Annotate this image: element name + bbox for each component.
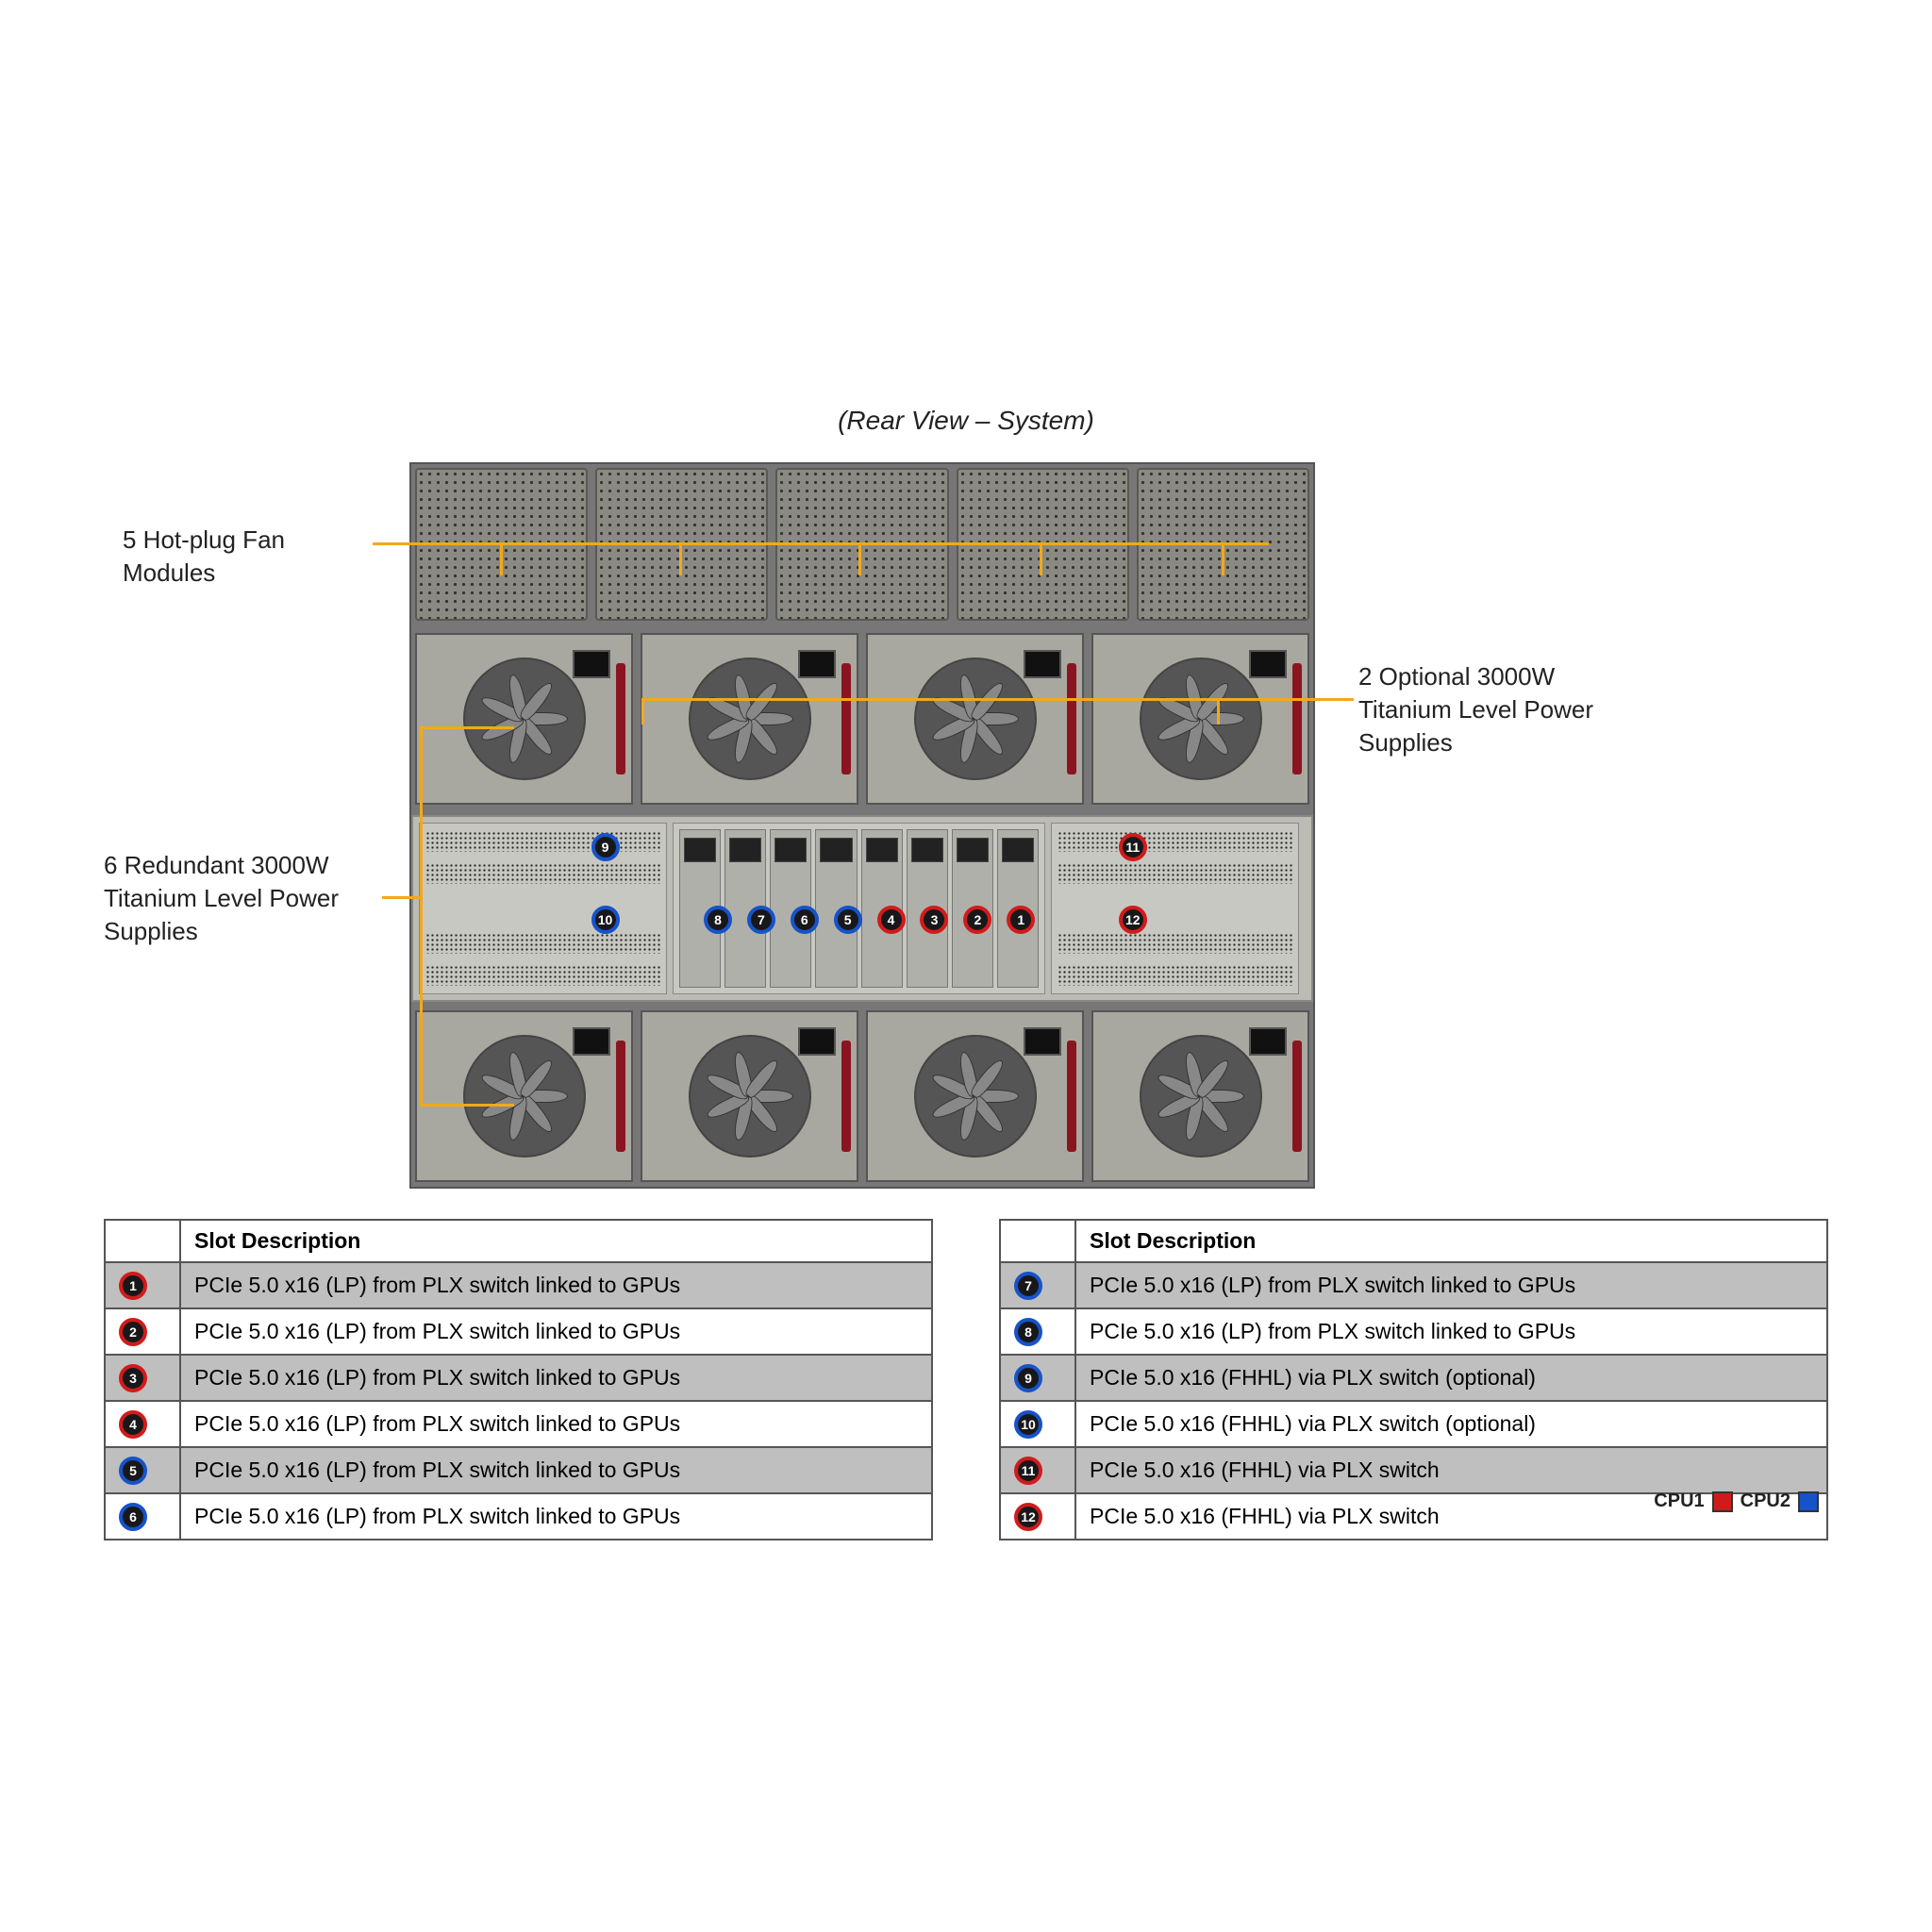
slot-description: PCIe 5.0 x16 (FHHL) via PLX switch [1075, 1447, 1827, 1493]
slot-badge-1: 1 [119, 1272, 147, 1300]
slot-badge-5: 5 [119, 1457, 147, 1485]
slot-badge-9: 9 [591, 833, 620, 861]
callout-line [382, 896, 420, 899]
diagram-title: (Rear View – System) [838, 406, 1094, 436]
legend-cpu1-label: CPU1 [1654, 1491, 1704, 1512]
slot-badge-3: 3 [119, 1364, 147, 1392]
slot-badge-4: 4 [877, 906, 906, 934]
table-row: 3 PCIe 5.0 x16 (LP) from PLX switch linke… [105, 1355, 932, 1401]
slot-badge-3: 3 [920, 906, 948, 934]
cpu-legend: CPU1 CPU2 [1654, 1491, 1819, 1512]
callout-line [1222, 542, 1224, 575]
table-row: 6 PCIe 5.0 x16 (LP) from PLX switch linke… [105, 1493, 932, 1540]
power-supply-unit [1091, 1010, 1309, 1182]
slot-badge-11: 11 [1014, 1457, 1042, 1485]
slot-badge-6: 6 [119, 1503, 147, 1531]
callout-line [500, 542, 503, 575]
slot-table-left: Slot Description 1 PCIe 5.0 x16 (LP) from… [104, 1219, 933, 1541]
slot-badge-7: 7 [747, 906, 775, 934]
slot-description: PCIe 5.0 x16 (FHHL) via PLX switch (opti… [1075, 1355, 1827, 1401]
table-row: 7 PCIe 5.0 x16 (LP) from PLX switch linke… [1000, 1262, 1827, 1308]
table-header: Slot Description [180, 1220, 932, 1262]
slot-description: PCIe 5.0 x16 (FHHL) via PLX switch (opti… [1075, 1401, 1827, 1447]
legend-cpu1-swatch [1712, 1491, 1733, 1512]
slot-badge-2: 2 [963, 906, 991, 934]
slot-badge-8: 8 [1014, 1318, 1042, 1346]
slot-description: PCIe 5.0 x16 (LP) from PLX switch linked… [180, 1493, 932, 1540]
slot-badge-11: 11 [1119, 833, 1147, 861]
slot-description: PCIe 5.0 x16 (LP) from PLX switch linked… [180, 1308, 932, 1355]
legend-cpu2-label: CPU2 [1740, 1491, 1790, 1512]
callout-line [858, 542, 861, 575]
slot-badge-1: 1 [1007, 906, 1035, 934]
table-row: 5 PCIe 5.0 x16 (LP) from PLX switch linke… [105, 1447, 932, 1493]
table-row: 8 PCIe 5.0 x16 (LP) from PLX switch linke… [1000, 1308, 1827, 1355]
power-supply-unit [866, 1010, 1084, 1182]
callout-line [641, 698, 644, 724]
slot-badge-2: 2 [119, 1318, 147, 1346]
callout-line [679, 542, 682, 575]
power-supply-unit [641, 633, 858, 805]
table-row: 11 PCIe 5.0 x16 (FHHL) via PLX switch [1000, 1447, 1827, 1493]
annot-psu-optional: 2 Optional 3000WTitanium Level PowerSupp… [1358, 660, 1679, 759]
table-row: 10 PCIe 5.0 x16 (FHHL) via PLX switch (op… [1000, 1401, 1827, 1447]
power-supply-unit [1091, 633, 1309, 805]
slot-badge-4: 4 [119, 1410, 147, 1439]
slot-description: PCIe 5.0 x16 (LP) from PLX switch linked… [180, 1262, 932, 1308]
slot-description: PCIe 5.0 x16 (LP) from PLX switch linked… [180, 1447, 932, 1493]
slot-description: PCIe 5.0 x16 (LP) from PLX switch linked… [1075, 1308, 1827, 1355]
psu-row-upper [411, 629, 1313, 808]
legend-cpu2-swatch [1798, 1491, 1819, 1512]
slot-badge-8: 8 [704, 906, 732, 934]
slot-badge-12: 12 [1014, 1503, 1042, 1531]
table-row: 1 PCIe 5.0 x16 (LP) from PLX switch linke… [105, 1262, 932, 1308]
table-header: Slot Description [1075, 1220, 1827, 1262]
slot-description: PCIe 5.0 x16 (LP) from PLX switch linked… [180, 1401, 932, 1447]
annot-fans: 5 Hot-plug FanModules [123, 524, 387, 590]
callout-line [1040, 542, 1042, 575]
io-tray [411, 815, 1313, 1002]
psu-row-lower [411, 1007, 1313, 1186]
power-supply-unit [415, 1010, 633, 1182]
callout-line [420, 726, 423, 1104]
slot-description: PCIe 5.0 x16 (LP) from PLX switch linked… [180, 1355, 932, 1401]
slot-badge-10: 10 [1014, 1410, 1042, 1439]
callout-line [1217, 698, 1220, 724]
io-cards-center [673, 823, 1045, 994]
power-supply-unit [866, 633, 1084, 805]
callout-line [641, 698, 1354, 701]
server-chassis-rear: 910876543211112 [409, 462, 1315, 1189]
slot-badge-5: 5 [834, 906, 862, 934]
io-panel-right [1051, 823, 1299, 994]
slot-tables: Slot Description 1 PCIe 5.0 x16 (LP) from… [104, 1219, 1828, 1541]
callout-line [420, 1104, 514, 1107]
table-row: 2 PCIe 5.0 x16 (LP) from PLX switch linke… [105, 1308, 932, 1355]
table-row: 9 PCIe 5.0 x16 (FHHL) via PLX switch (opt… [1000, 1355, 1827, 1401]
slot-badge-10: 10 [591, 906, 620, 934]
callout-line [373, 542, 1269, 545]
slot-badge-12: 12 [1119, 906, 1147, 934]
io-panel-left [419, 823, 667, 994]
slot-badge-9: 9 [1014, 1364, 1042, 1392]
slot-badge-7: 7 [1014, 1272, 1042, 1300]
callout-line [420, 726, 514, 729]
slot-badge-6: 6 [791, 906, 819, 934]
power-supply-unit [415, 633, 633, 805]
power-supply-unit [641, 1010, 858, 1182]
annot-psu-redundant: 6 Redundant 3000WTitanium Level PowerSup… [104, 849, 406, 948]
slot-description: PCIe 5.0 x16 (LP) from PLX switch linked… [1075, 1262, 1827, 1308]
table-row: 4 PCIe 5.0 x16 (LP) from PLX switch linke… [105, 1401, 932, 1447]
